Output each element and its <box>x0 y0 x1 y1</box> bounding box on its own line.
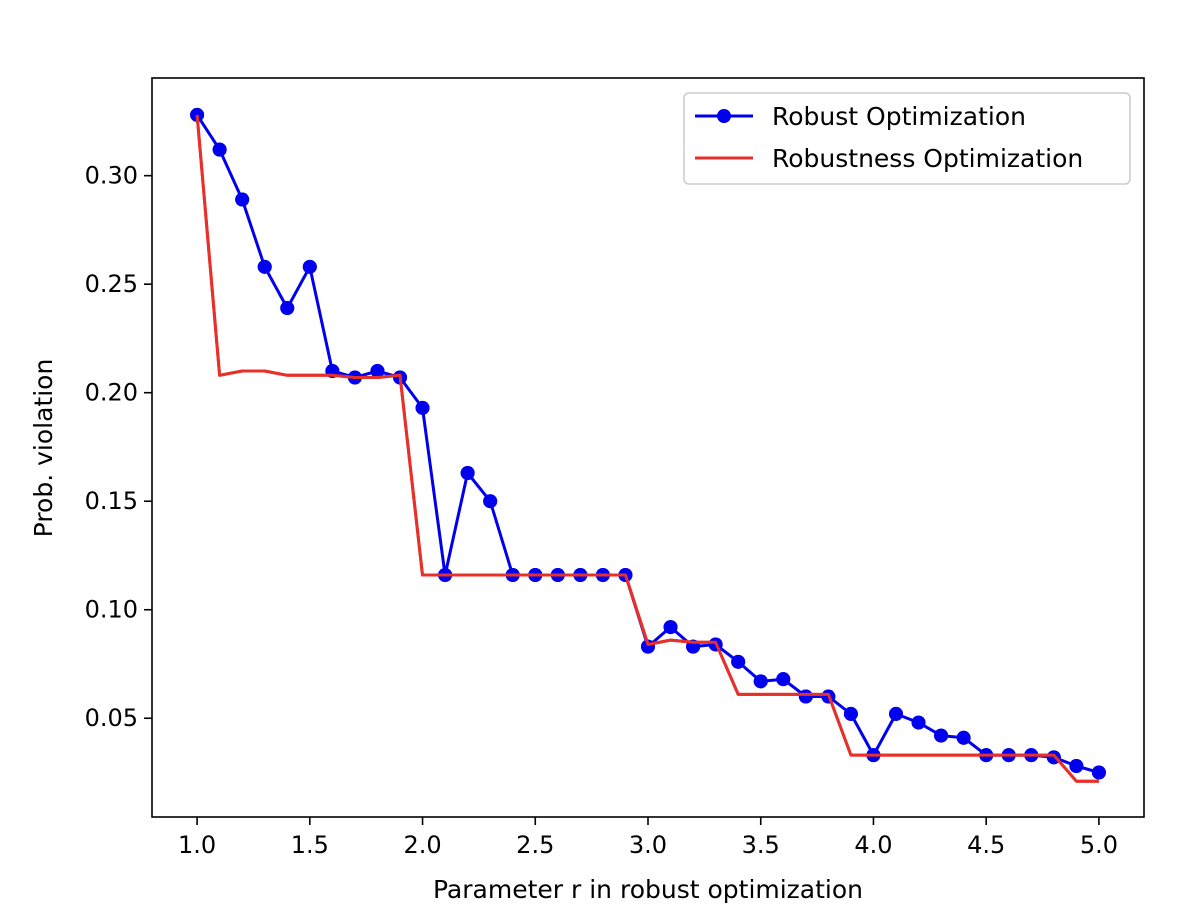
data-point-marker <box>235 192 250 207</box>
data-point-marker <box>212 142 227 157</box>
data-point-marker <box>753 674 768 689</box>
y-tick-label: 0.05 <box>85 704 138 732</box>
data-point-marker <box>483 494 498 509</box>
data-point-marker <box>370 363 385 378</box>
x-tick-label: 2.0 <box>403 831 441 859</box>
data-point-marker <box>663 620 678 635</box>
data-point-marker <box>934 728 949 743</box>
data-point-marker <box>731 654 746 669</box>
data-point-marker <box>257 259 272 274</box>
data-point-marker <box>280 301 295 316</box>
data-point-marker <box>776 672 791 687</box>
data-point-marker <box>190 107 205 122</box>
y-tick-label: 0.20 <box>85 379 138 407</box>
x-tick-label: 5.0 <box>1080 831 1118 859</box>
legend: Robust Optimization Robustness Optimizat… <box>683 92 1131 185</box>
data-point-marker <box>460 466 475 481</box>
data-point-marker <box>889 706 903 721</box>
x-tick-label: 3.0 <box>629 831 667 859</box>
data-point-marker <box>843 706 858 721</box>
y-axis-label: Prob. violation <box>29 359 58 538</box>
legend-label-robustness-optimization: Robustness Optimization <box>772 144 1083 173</box>
legend-label-robust-optimization: Robust Optimization <box>772 102 1026 131</box>
x-tick-label: 4.5 <box>967 831 1005 859</box>
x-tick-label: 3.5 <box>742 831 780 859</box>
series-layer <box>190 107 1106 783</box>
data-point-marker <box>798 689 813 704</box>
x-tick-label: 1.0 <box>178 831 216 859</box>
legend-box <box>683 92 1131 185</box>
y-tick-label: 0.30 <box>85 162 138 190</box>
y-tick-label: 0.15 <box>85 487 138 515</box>
data-point-marker <box>1069 758 1084 773</box>
series-line-overlay <box>195 114 1099 783</box>
legend-marker-robust-optimization <box>717 109 731 123</box>
x-axis-ticks: 1.0 1.5 2.0 2.5 3.0 3.5 4.0 4.5 5.0 <box>178 817 1118 859</box>
y-tick-label: 0.10 <box>85 596 138 624</box>
x-axis-label: Parameter r in robust optimization <box>433 875 863 904</box>
data-point-marker <box>1091 765 1106 780</box>
data-point-marker <box>911 715 926 730</box>
data-point-marker <box>415 400 430 415</box>
x-tick-label: 1.5 <box>291 831 329 859</box>
x-tick-label: 2.5 <box>516 831 554 859</box>
series-markers-top <box>190 107 1106 780</box>
data-point-marker <box>956 730 971 745</box>
x-tick-label: 4.0 <box>854 831 892 859</box>
y-tick-label: 0.25 <box>85 270 138 298</box>
data-point-marker <box>302 259 317 274</box>
y-axis-ticks: 0.05 0.10 0.15 0.20 0.25 0.30 <box>85 162 152 732</box>
